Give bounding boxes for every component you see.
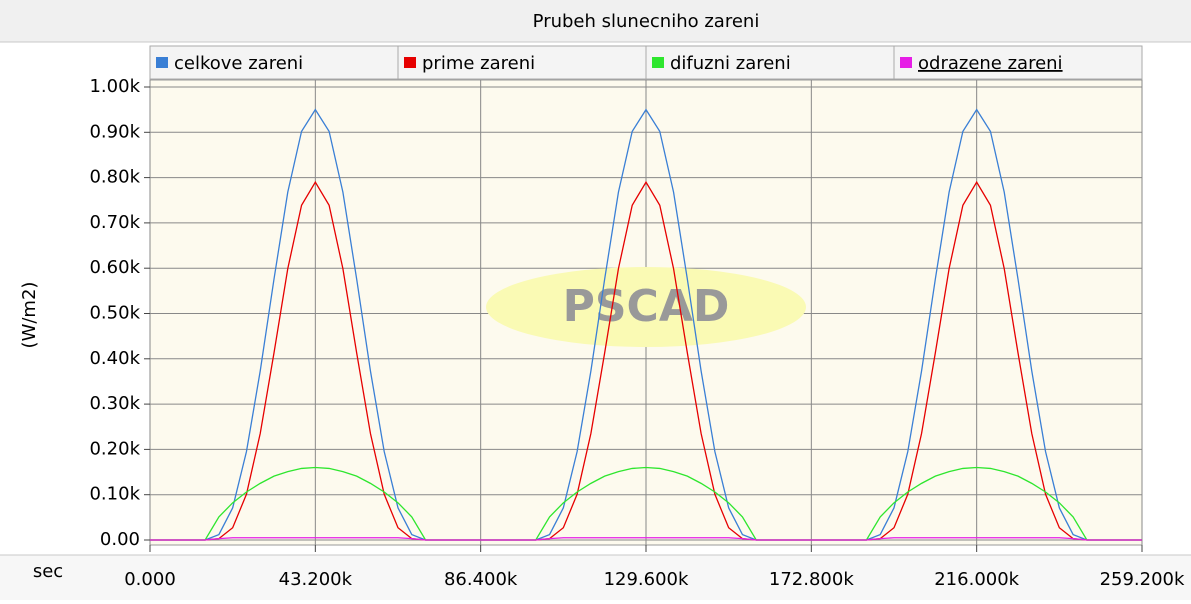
- x-tick-label: 172.800k: [769, 569, 854, 590]
- y-tick-label: 0.60k: [89, 257, 140, 278]
- legend-swatch: [404, 57, 416, 68]
- legend-label: odrazene zareni: [918, 53, 1063, 74]
- watermark: PSCAD: [563, 281, 730, 332]
- x-tick-label: 216.000k: [934, 569, 1019, 590]
- legend-label: prime zareni: [422, 53, 535, 74]
- legend-cell: [893, 45, 1143, 80]
- title-bar: [0, 0, 1191, 42]
- y-tick-label: 0.50k: [89, 303, 140, 324]
- legend-cell: [397, 45, 647, 80]
- legend-cell: [645, 45, 895, 80]
- series-line: [150, 180, 1142, 541]
- x-tick-label: 259.200k: [1100, 569, 1185, 590]
- y-tick-label: 0.90k: [89, 121, 140, 142]
- y-tick-label: 1.00k: [89, 76, 140, 97]
- legend-label: celkove zareni: [174, 53, 303, 74]
- y-tick-label: 0.20k: [89, 438, 140, 459]
- y-tick-label: 0.10k: [89, 484, 140, 505]
- y-tick-label: 0.30k: [89, 393, 140, 414]
- y-tick-label: 0.00: [100, 529, 140, 550]
- y-tick-label: 0.40k: [89, 348, 140, 369]
- x-axis-bar: [0, 555, 1191, 600]
- y-axis-label: (W/m2): [19, 282, 40, 349]
- legend-swatch: [156, 57, 168, 68]
- watermark-group: PSCAD: [486, 267, 806, 347]
- chart-title: Prubeh slunecniho zareni: [533, 11, 760, 32]
- y-tick-label: 0.70k: [89, 212, 140, 233]
- series-line: [150, 466, 1142, 541]
- x-tick-label: 0.000: [124, 569, 176, 590]
- legend-swatch: [652, 57, 664, 68]
- x-tick-label: 129.600k: [604, 569, 689, 590]
- series-line: [150, 537, 1142, 541]
- legend-label: difuzni zareni: [670, 53, 791, 74]
- legend-cell: [149, 45, 399, 80]
- y-tick-label: 0.80k: [89, 167, 140, 188]
- x-axis-label: sec: [33, 561, 63, 582]
- x-tick-label: 43.200k: [279, 569, 353, 590]
- legend-swatch: [900, 57, 912, 68]
- series-line: [150, 108, 1142, 541]
- watermark-ellipse: [486, 267, 806, 347]
- x-tick-label: 86.400k: [444, 569, 518, 590]
